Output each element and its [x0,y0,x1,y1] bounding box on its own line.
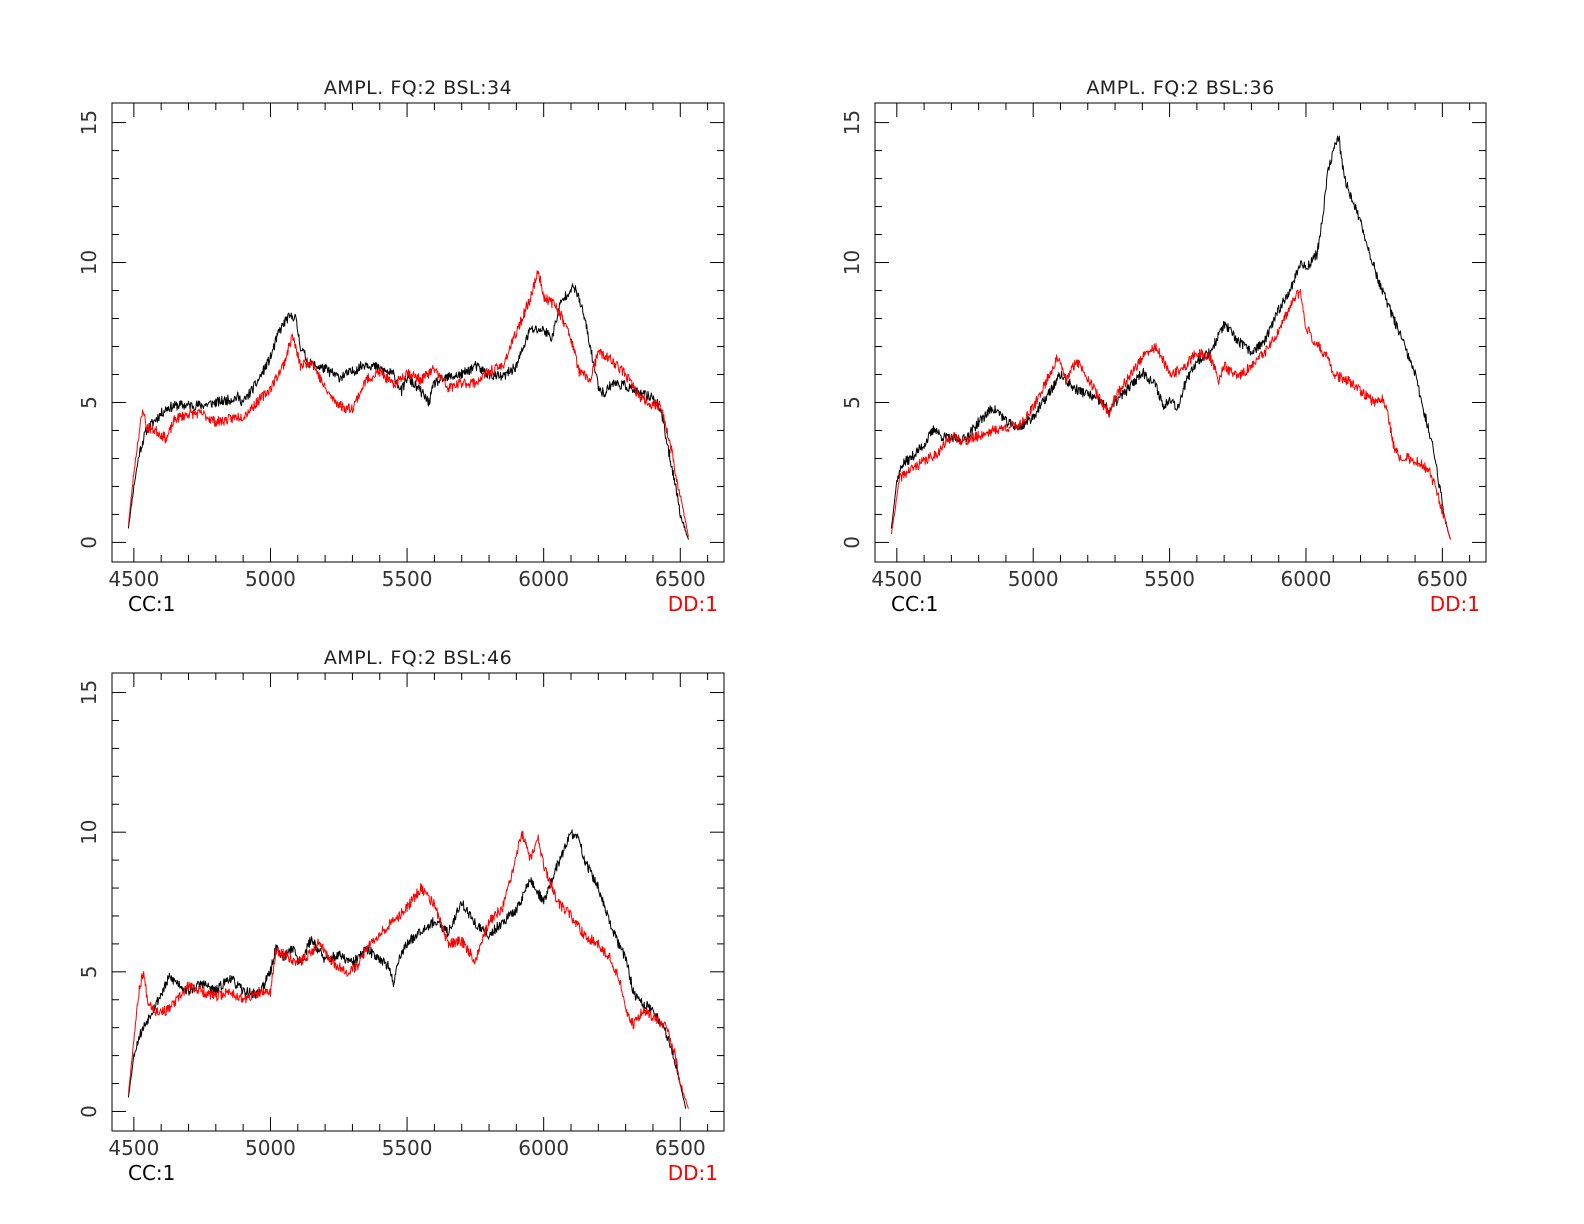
y-tick-label: 5 [77,965,101,978]
x-tick-label: 4500 [871,567,922,591]
y-tick-label: 10 [77,250,101,275]
x-tick-label: 6500 [655,567,706,591]
y-tick-label: 0 [77,1105,101,1118]
legend-label-dd: DD:1 [668,1161,718,1185]
x-tick-label: 6500 [1417,567,1468,591]
y-tick-label: 10 [840,250,864,275]
x-tick-label: 6500 [655,1136,706,1160]
x-tick-label: 5000 [1008,567,1059,591]
x-tick-label: 5000 [245,1136,296,1160]
x-tick-label: 4500 [108,1136,159,1160]
chart-title: AMPL. FQ:2 BSL:34 [324,77,512,99]
x-tick-label: 5500 [382,567,433,591]
legend-label-cc: CC:1 [128,1161,175,1185]
y-tick-label: 15 [77,110,101,135]
legend-label-dd: DD:1 [1430,592,1480,616]
x-tick-label: 5000 [245,567,296,591]
y-tick-label: 10 [77,819,101,844]
series-line-dd-1 [890,289,1451,540]
y-tick-label: 0 [77,536,101,549]
x-tick-label: 5500 [1144,567,1195,591]
axes-frame [874,102,1487,563]
series-line-cc-1 [890,135,1451,540]
y-tick-label: 5 [77,396,101,409]
x-tick-label: 6000 [518,1136,569,1160]
y-tick-label: 0 [840,536,864,549]
series-line-dd-1 [127,270,689,537]
chart-panel-1: AMPL. FQ:2 BSL:34 4500 5000 5500 6000 6500 0 5 1… [77,77,725,616]
series-line-dd-1 [127,830,689,1109]
x-tick-label: 6000 [1281,567,1332,591]
axes-frame [111,102,725,563]
series-line-cc-1 [127,829,687,1109]
chart-title: AMPL. FQ:2 BSL:46 [324,647,512,669]
x-tick-label: 4500 [108,567,159,591]
y-tick-label: 15 [77,680,101,705]
y-tick-label: 15 [840,110,864,135]
legend-label-cc: CC:1 [891,592,938,616]
chart-panel-2: AMPL. FQ:2 BSL:36 4500 5000 5500 6000 6500 0 5 1… [840,77,1487,616]
legend-label-dd: DD:1 [668,592,718,616]
chart-panel-3: AMPL. FQ:2 BSL:46 4500 5000 5500 6000 6500 0 5 1… [77,647,725,1185]
series-line-cc-1 [127,283,689,540]
axes-frame [111,672,725,1132]
x-tick-label: 5500 [382,1136,433,1160]
legend-label-cc: CC:1 [128,592,175,616]
chart-title: AMPL. FQ:2 BSL:36 [1086,77,1274,99]
y-tick-label: 5 [840,396,864,409]
x-tick-label: 6000 [518,567,569,591]
